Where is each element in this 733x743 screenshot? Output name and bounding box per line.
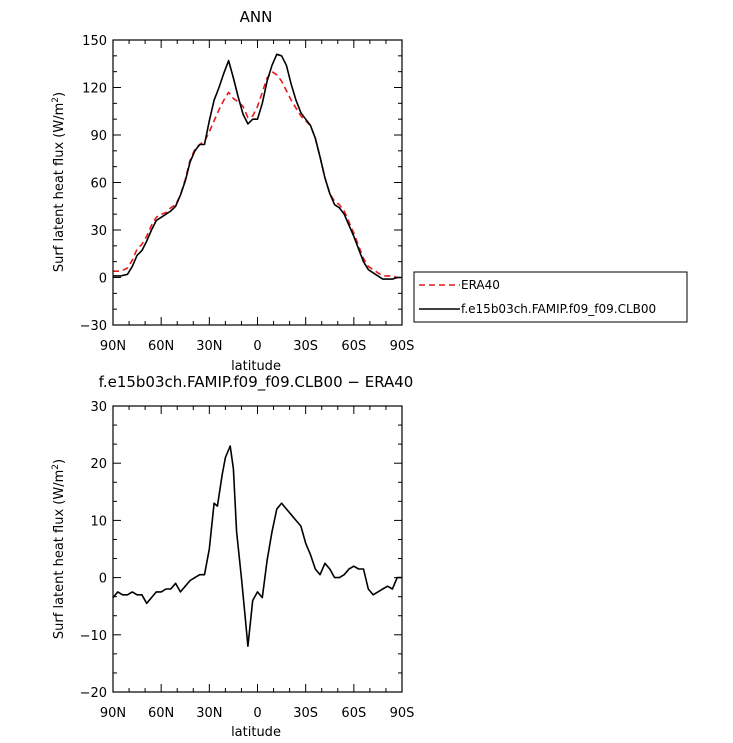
x-tick-label: 60S xyxy=(341,339,366,354)
series-lines xyxy=(112,445,402,647)
y-tick-label: 10 xyxy=(90,514,107,529)
x-tick-label: 90S xyxy=(390,706,415,721)
chart-title: f.e15b03ch.FAMIP.f09_f09.CLB00 − ERA40 xyxy=(99,373,414,392)
x-tick-label: 0 xyxy=(253,706,261,721)
series-lines xyxy=(113,53,402,280)
chart-panel-annual: ANN 90N 60N 30N 0 30S 60S 90S −30 0 30 60 90 120 150… xyxy=(51,8,414,374)
x-tick-label: 90N xyxy=(100,339,126,354)
series-line-0 xyxy=(113,70,402,279)
y-tick-label: 90 xyxy=(90,129,107,144)
y-tick-labels: −20 −10 0 10 20 30 xyxy=(80,400,107,701)
x-tick-label: 60N xyxy=(148,339,174,354)
tick-marks xyxy=(112,405,403,693)
y-axis-label: Surf latent heat flux (W/m2) xyxy=(51,92,67,272)
x-tick-labels: 90N 60N 30N 0 30S 60S 90S xyxy=(100,339,415,354)
x-tick-label: 0 xyxy=(253,339,261,354)
tick-marks xyxy=(112,39,403,326)
y-tick-label: 30 xyxy=(90,224,107,239)
x-tick-labels: 90N 60N 30N 0 30S 60S 90S xyxy=(100,706,415,721)
legend: ERA40 f.e15b03ch.FAMIP.f09_f09.CLB00 xyxy=(413,271,688,323)
x-tick-label: 60S xyxy=(341,706,366,721)
y-tick-label: 0 xyxy=(99,272,107,287)
legend-label: f.e15b03ch.FAMIP.f09_f09.CLB00 xyxy=(461,302,656,316)
y-axis-label: Surf latent heat flux (W/m2) xyxy=(51,459,67,639)
x-tick-label: 90N xyxy=(100,706,126,721)
x-tick-label: 30S xyxy=(293,706,318,721)
y-tick-label: 120 xyxy=(82,82,107,97)
y-tick-label: 0 xyxy=(99,572,107,587)
y-tick-label: −30 xyxy=(80,319,107,334)
y-tick-label: 20 xyxy=(90,457,107,472)
chart-panel-difference: f.e15b03ch.FAMIP.f09_f09.CLB00 − ERA40 9… xyxy=(51,373,414,740)
x-tick-label: 30N xyxy=(196,339,222,354)
y-tick-label: 60 xyxy=(90,177,107,192)
chart-title: ANN xyxy=(240,8,273,26)
x-tick-label: 90S xyxy=(390,339,415,354)
legend-item-era40: ERA40 xyxy=(419,278,500,292)
plot-frame xyxy=(112,405,403,693)
plot-frame xyxy=(112,39,403,326)
y-tick-labels: −30 0 30 60 90 120 150 xyxy=(80,34,107,334)
y-tick-label: 150 xyxy=(82,34,107,49)
x-axis-label: latitude xyxy=(231,725,281,740)
legend-box xyxy=(413,271,688,323)
x-tick-label: 60N xyxy=(148,706,174,721)
x-tick-label: 30S xyxy=(293,339,318,354)
legend-label: ERA40 xyxy=(461,278,500,292)
legend-item-model: f.e15b03ch.FAMIP.f09_f09.CLB00 xyxy=(419,302,656,316)
y-tick-label: 30 xyxy=(90,400,107,415)
y-tick-label: −10 xyxy=(80,629,107,644)
series-line-1 xyxy=(113,53,402,280)
x-tick-label: 30N xyxy=(196,706,222,721)
series-line-0 xyxy=(112,445,402,647)
y-tick-label: −20 xyxy=(80,686,107,701)
x-axis-label: latitude xyxy=(231,359,281,374)
